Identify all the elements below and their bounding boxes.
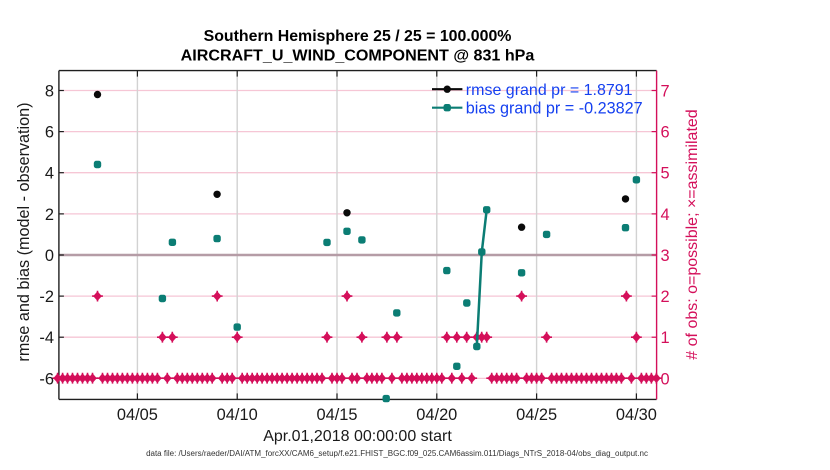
svg-text:-6: -6 xyxy=(39,370,54,388)
svg-text:4: 4 xyxy=(661,206,670,224)
svg-text:-2: -2 xyxy=(39,288,54,306)
svg-text:04/25: 04/25 xyxy=(516,406,557,424)
svg-text:bias grand pr = -0.23827: bias grand pr = -0.23827 xyxy=(466,100,643,118)
svg-text:2: 2 xyxy=(661,288,670,306)
svg-text:0: 0 xyxy=(661,370,670,388)
svg-text:6: 6 xyxy=(661,124,670,142)
svg-text:3: 3 xyxy=(661,247,670,265)
svg-text:-4: -4 xyxy=(39,329,54,347)
svg-text:04/30: 04/30 xyxy=(616,406,657,424)
svg-text:7: 7 xyxy=(661,82,670,100)
svg-text:1: 1 xyxy=(661,329,670,347)
svg-text:8: 8 xyxy=(45,82,54,100)
svg-text:rmse grand pr = 1.8791: rmse grand pr = 1.8791 xyxy=(466,82,633,99)
svg-text:5: 5 xyxy=(661,165,670,183)
svg-text:data file: /Users/raeder/DAI/A: data file: /Users/raeder/DAI/ATM_forcXX/… xyxy=(146,449,648,458)
svg-text:6: 6 xyxy=(45,124,54,142)
svg-text:AIRCRAFT_U_WIND_COMPONENT @ 83: AIRCRAFT_U_WIND_COMPONENT @ 831 hPa xyxy=(181,47,536,65)
svg-text:04/05: 04/05 xyxy=(117,406,158,424)
svg-text:4: 4 xyxy=(45,165,54,183)
svg-text:04/10: 04/10 xyxy=(217,406,258,424)
svg-text:Apr.01,2018 00:00:00 start: Apr.01,2018 00:00:00 start xyxy=(263,428,452,445)
svg-text:0: 0 xyxy=(45,247,54,265)
svg-text:Southern Hemisphere 25 / 25 =: Southern Hemisphere 25 / 25 = 100.000% xyxy=(204,28,512,45)
svg-text:# of obs: o=possible; ×=assimi: # of obs: o=possible; ×=assimilated xyxy=(684,109,701,359)
svg-text:2: 2 xyxy=(45,206,54,224)
svg-text:04/20: 04/20 xyxy=(416,406,457,424)
svg-text:rmse and bias (model - observa: rmse and bias (model - observation) xyxy=(15,102,33,361)
svg-text:04/15: 04/15 xyxy=(316,406,357,424)
